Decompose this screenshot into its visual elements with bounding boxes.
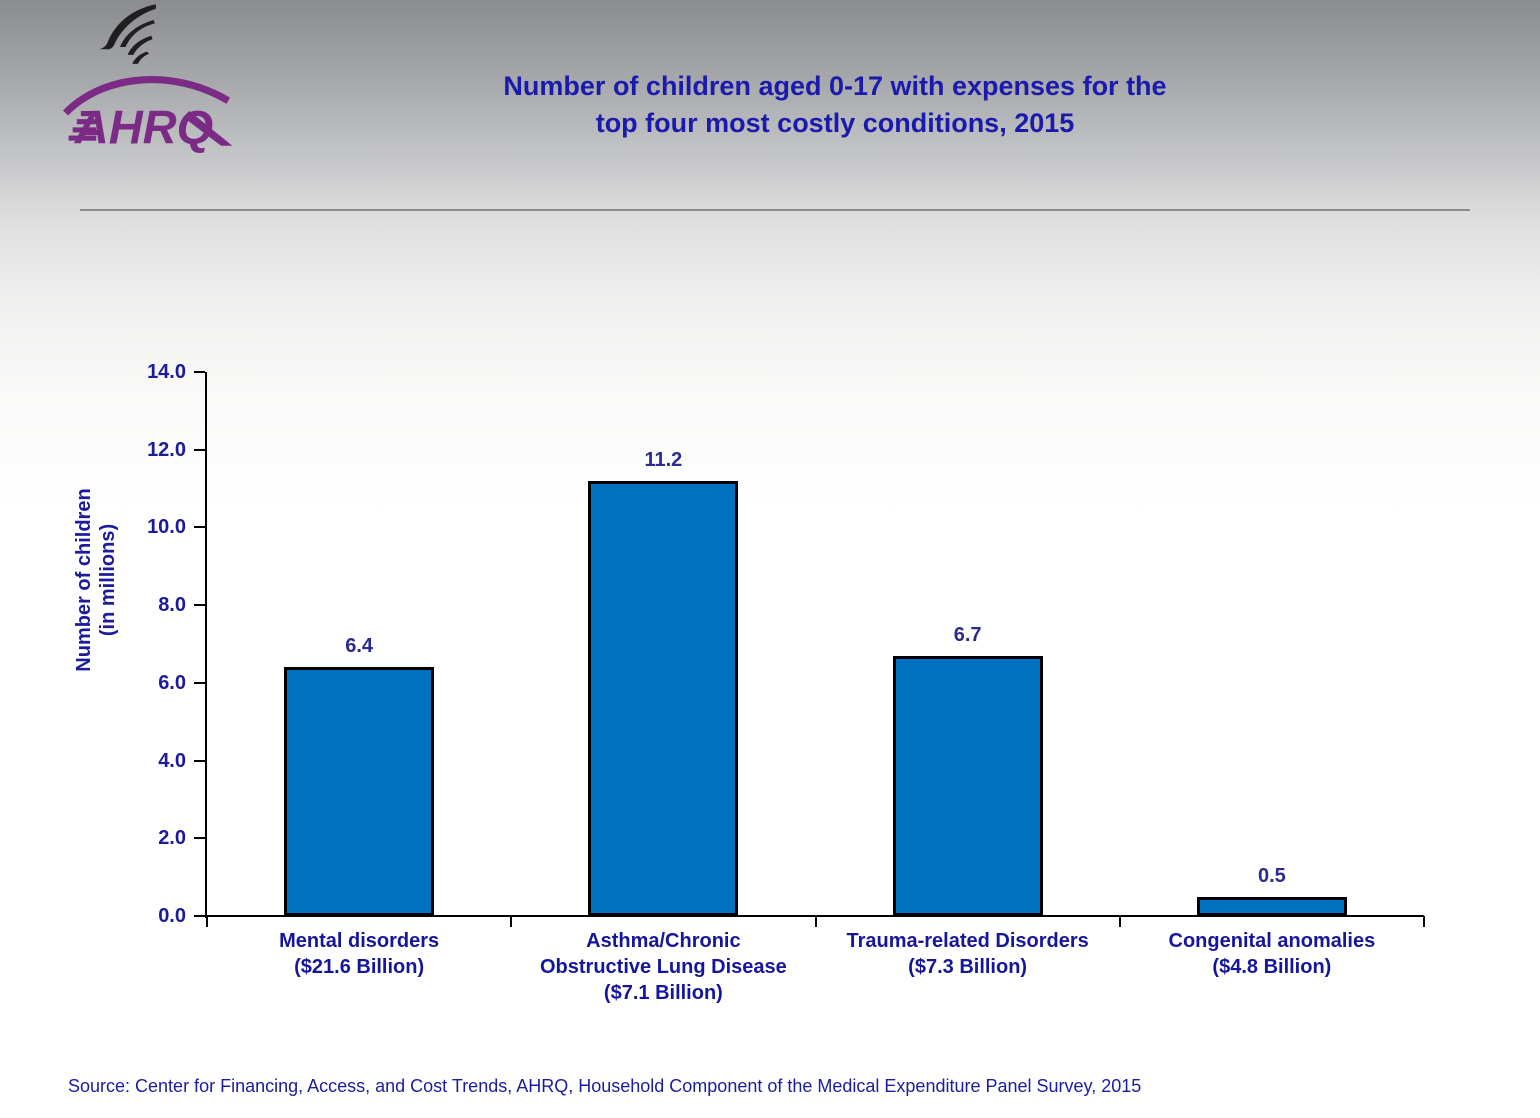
y-tick-label: 4.0 [158,749,186,772]
page-title: Number of children aged 0-17 with expens… [503,71,1167,138]
x-tick-mark [1118,916,1121,927]
x-tick-mark [206,916,208,927]
ahrq-logo: AHRQ [62,76,233,154]
y-tick-mark [194,915,205,917]
y-tick-mark [194,604,205,607]
hhs-eagle-icon [99,4,156,64]
category-label: Asthma/Chronic Obstructive Lung Disease … [540,930,787,1004]
ahrq-letter-stripes [68,110,97,141]
y-tick-label: 8.0 [158,594,186,617]
ahrq-logo-text: AHRQ [74,101,214,154]
bar-value-label: 0.5 [1257,864,1286,887]
header-divider [80,209,1470,211]
agency-logo: AHRQ [58,0,258,160]
ahrq-swoosh [62,76,231,116]
y-tick-label: 10.0 [147,516,186,539]
y-tick-label: 0.0 [158,905,186,927]
bar-value-label: 6.4 [345,635,374,658]
x-tick-mark [814,916,817,927]
bar [1196,896,1347,916]
y-tick-label: 2.0 [158,827,186,850]
y-tick-mark [194,837,205,840]
y-tick-mark [194,681,205,684]
category-label: Trauma-related Disorders ($7.3 Billion) [846,930,1089,978]
source-citation: Source: Center for Financing, Access, an… [68,1076,1142,1096]
bar [588,480,739,916]
ahrq-swoosh-tail [183,110,233,146]
y-axis-line [205,372,207,918]
bar-value-label: 11.2 [644,448,683,471]
y-tick-mark [194,448,205,451]
category-label: Mental disorders ($21.6 Billion) [279,930,440,978]
y-tick-mark [194,371,205,373]
y-tick-label: 6.0 [158,671,186,694]
category-label: Congenital anomalies ($4.8 Billion) [1168,930,1376,978]
y-tick-mark [194,526,205,529]
x-tick-mark [1423,916,1425,927]
y-tick-label: 12.0 [147,438,186,461]
bar [892,655,1043,916]
y-tick-label: 14.0 [147,361,186,383]
bar [284,667,435,916]
x-tick-mark [510,916,513,927]
bar-value-label: 6.7 [953,623,982,646]
y-tick-mark [194,759,205,762]
